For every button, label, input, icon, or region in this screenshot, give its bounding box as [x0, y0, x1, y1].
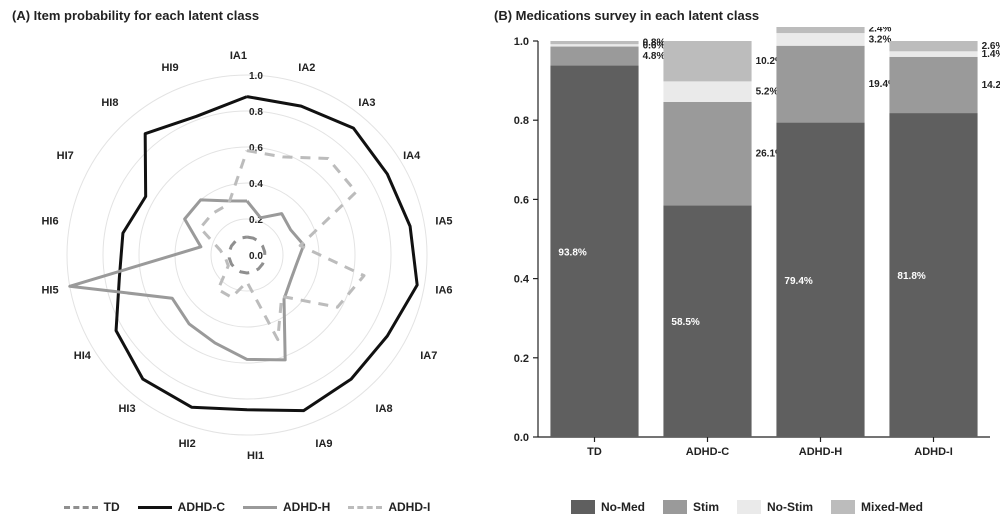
svg-text:0.2: 0.2: [514, 353, 529, 365]
bar-x-label: ADHD-C: [686, 446, 729, 458]
bar-segment: [889, 51, 977, 57]
bar-segment: [550, 44, 638, 46]
bar-segment: [550, 41, 638, 44]
svg-text:0.8: 0.8: [249, 107, 263, 118]
bar-x-label: ADHD-I: [914, 446, 953, 458]
radar-chart: 0.00.20.40.60.81.0IA1IA2IA3IA4IA5IA6IA7I…: [12, 27, 482, 498]
legend-a: TD ADHD-C ADHD-H ADHD-I: [12, 500, 482, 514]
bar-value-label: 79.4%: [784, 276, 812, 287]
legend-swatch: [663, 500, 687, 514]
bar-value-label: 0.8%: [643, 38, 666, 49]
legend-label: Mixed-Med: [861, 500, 923, 514]
bar-segment: [663, 81, 751, 102]
figure-root: (A) Item probability for each latent cla…: [0, 0, 1000, 518]
svg-text:1.0: 1.0: [249, 71, 263, 82]
radar-axis-label: HI1: [247, 450, 264, 462]
radar-axis-label: HI7: [57, 150, 74, 162]
legend-label: TD: [104, 500, 120, 514]
radar-axis-label: HI4: [74, 350, 92, 362]
radar-svg: 0.00.20.40.60.81.0IA1IA2IA3IA4IA5IA6IA7I…: [12, 27, 482, 467]
radar-axis-label: HI8: [101, 97, 118, 109]
legend-swatch: [138, 506, 172, 509]
radar-axis-label: HI6: [41, 215, 58, 227]
panel-a: (A) Item probability for each latent cla…: [12, 8, 482, 514]
bar-value-label: 14.2%: [982, 80, 1000, 91]
legend-item-td: TD: [64, 500, 120, 514]
radar-axis-label: HI3: [118, 403, 135, 415]
legend-label: Stim: [693, 500, 719, 514]
legend-item-adhd-c: ADHD-C: [138, 500, 225, 514]
stacked-bar-chart: 0.00.20.40.60.81.093.8%4.8%0.6%0.8%TD58.…: [494, 27, 1000, 498]
legend-swatch: [831, 500, 855, 514]
legend-swatch: [348, 506, 382, 509]
legend-item-no-med: No-Med: [571, 500, 645, 514]
radar-axis-label: HI2: [179, 438, 196, 450]
bar-value-label: 2.6%: [982, 41, 1000, 52]
legend-item-mixed-med: Mixed-Med: [831, 500, 923, 514]
svg-text:0.0: 0.0: [249, 251, 263, 262]
bar-x-label: TD: [587, 446, 602, 458]
panel-b-title: (B) Medications survey in each latent cl…: [494, 8, 1000, 23]
legend-label: No-Stim: [767, 500, 813, 514]
legend-b: No-Med Stim No-Stim Mixed-Med: [494, 500, 1000, 514]
bar-segment: [776, 46, 864, 123]
bar-value-label: 3.2%: [869, 34, 892, 45]
bar-x-label: ADHD-H: [799, 446, 842, 458]
legend-swatch: [243, 506, 277, 509]
radar-axis-label: IA1: [230, 50, 247, 62]
bar-value-label: 81.8%: [897, 271, 925, 282]
bar-segment: [776, 33, 864, 46]
radar-axis-label: IA2: [298, 62, 315, 74]
panel-a-title: (A) Item probability for each latent cla…: [12, 8, 482, 23]
legend-item-adhd-i: ADHD-I: [348, 500, 430, 514]
bar-value-label: 58.5%: [671, 317, 699, 328]
bar-value-label: 93.8%: [558, 247, 586, 258]
svg-text:1.0: 1.0: [514, 36, 529, 48]
radar-axis-label: IA9: [315, 438, 332, 450]
bar-segment: [663, 41, 751, 81]
radar-axis-label: IA3: [358, 97, 375, 109]
legend-item-adhd-h: ADHD-H: [243, 500, 330, 514]
legend-item-stim: Stim: [663, 500, 719, 514]
radar-series-adhd-c: [116, 97, 417, 411]
bar-svg: 0.00.20.40.60.81.093.8%4.8%0.6%0.8%TD58.…: [494, 27, 1000, 467]
bar-segment: [776, 27, 864, 33]
panel-b: (B) Medications survey in each latent cl…: [494, 8, 1000, 514]
bar-segment: [889, 41, 977, 51]
radar-axis-label: IA6: [435, 285, 452, 297]
radar-axis-label: IA8: [376, 403, 393, 415]
radar-axis-label: HI9: [161, 62, 178, 74]
radar-axis-label: IA5: [435, 215, 452, 227]
legend-label: ADHD-C: [178, 500, 225, 514]
legend-label: ADHD-I: [388, 500, 430, 514]
radar-axis-label: HI5: [41, 285, 58, 297]
legend-label: ADHD-H: [283, 500, 330, 514]
bar-value-label: 4.8%: [643, 51, 666, 62]
svg-text:0.4: 0.4: [514, 274, 530, 286]
bar-segment: [889, 57, 977, 113]
legend-swatch: [571, 500, 595, 514]
svg-text:0.8: 0.8: [514, 115, 529, 127]
bar-value-label: 2.4%: [869, 27, 892, 34]
svg-text:0.6: 0.6: [514, 194, 529, 206]
radar-axis-label: IA4: [403, 150, 421, 162]
radar-axis-label: IA7: [420, 350, 437, 362]
bar-value-label: 5.2%: [756, 87, 779, 98]
bar-segment: [550, 47, 638, 66]
legend-item-no-stim: No-Stim: [737, 500, 813, 514]
legend-swatch: [737, 500, 761, 514]
svg-text:0.4: 0.4: [249, 179, 263, 190]
legend-label: No-Med: [601, 500, 645, 514]
svg-text:0.0: 0.0: [514, 432, 529, 444]
legend-swatch: [64, 506, 98, 509]
bar-segment: [663, 102, 751, 205]
